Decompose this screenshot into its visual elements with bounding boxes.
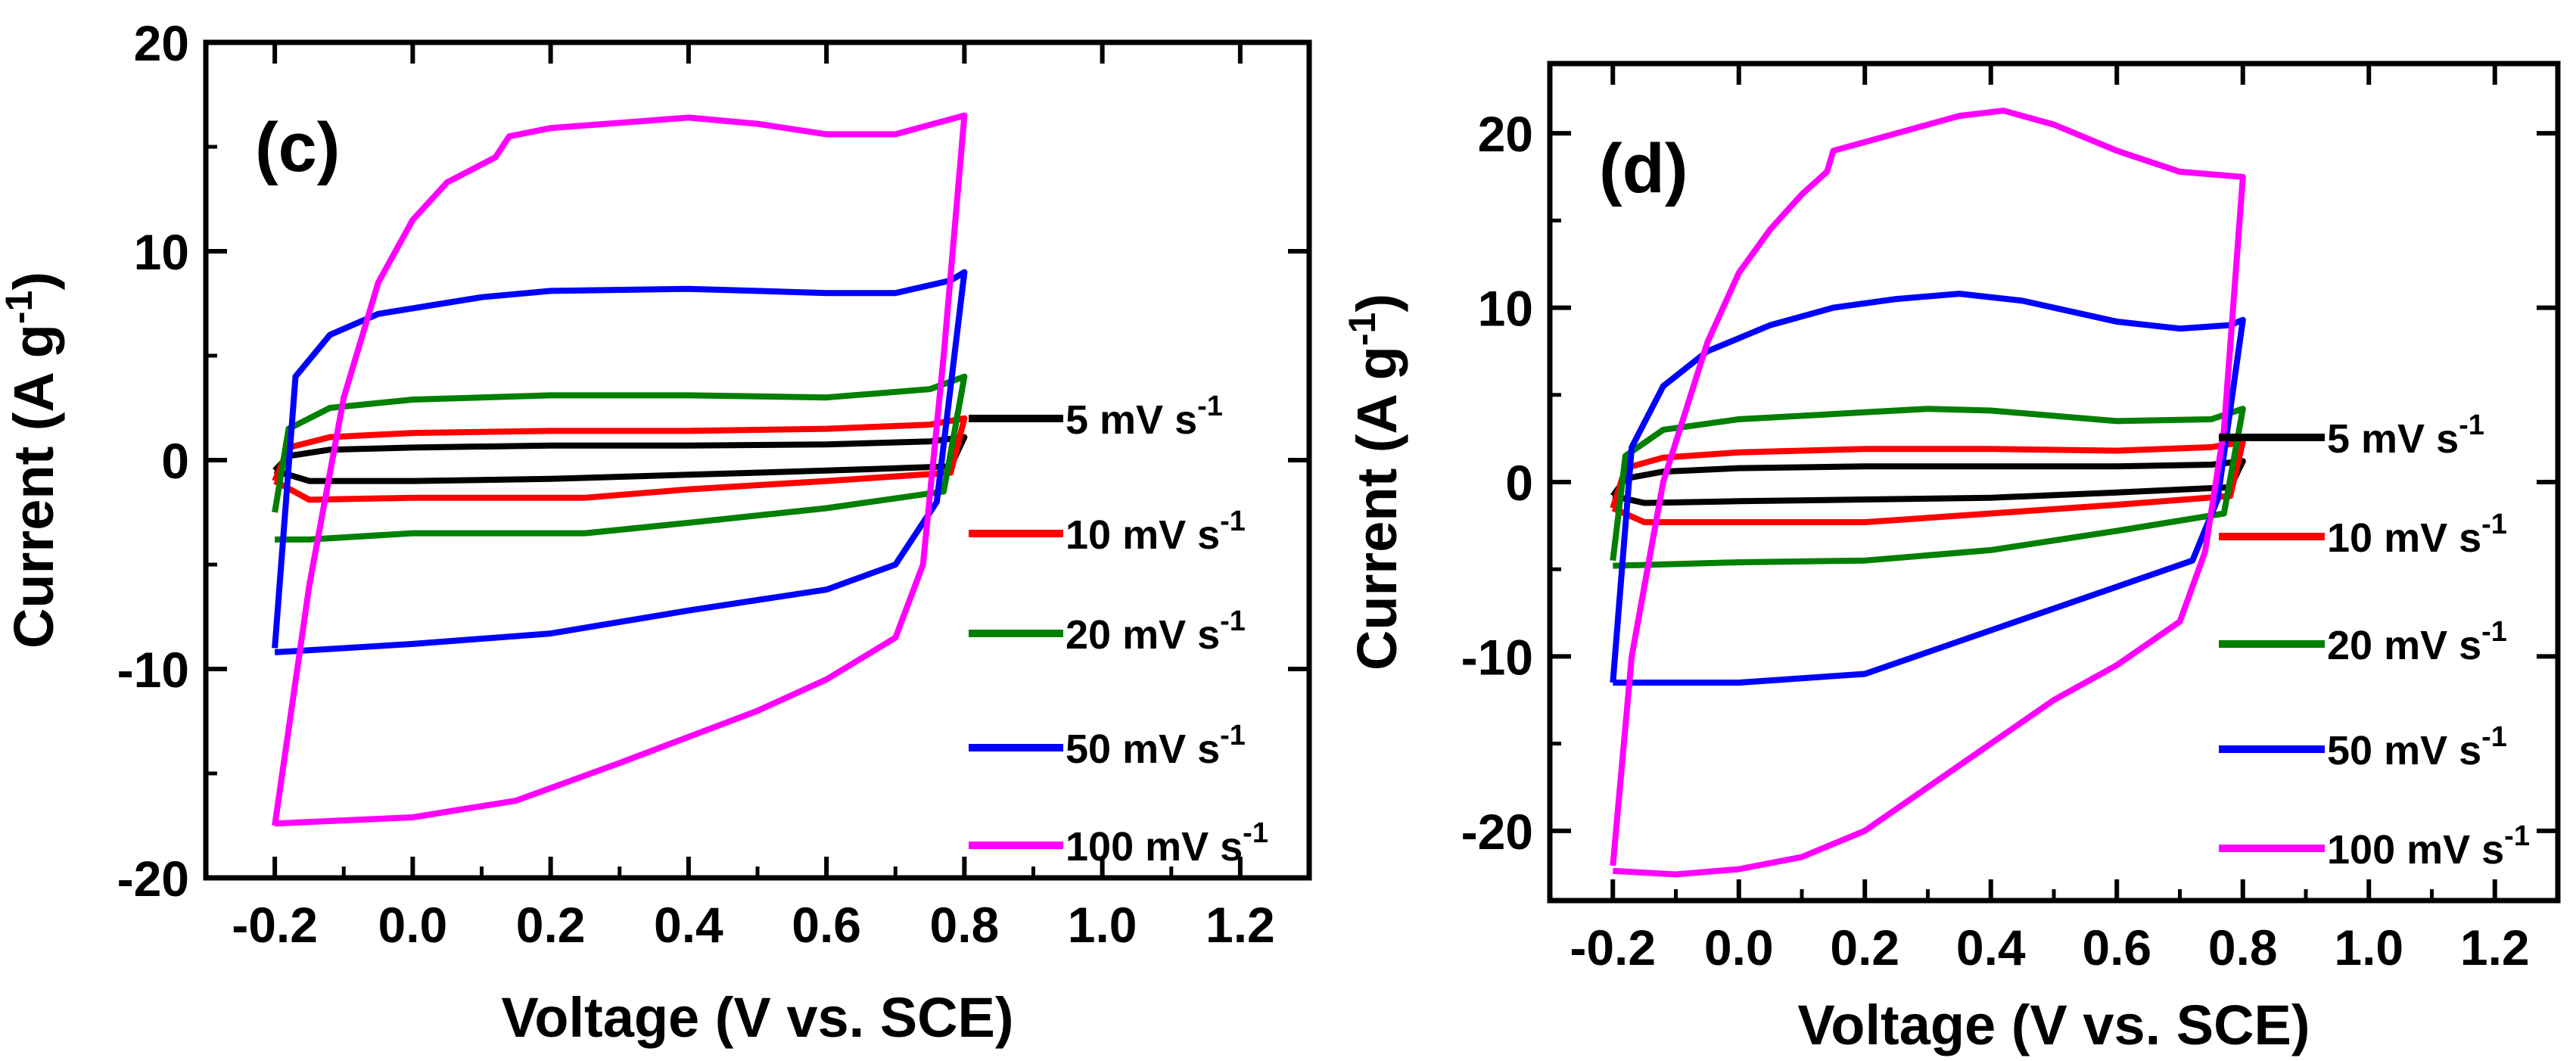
- y-tick-label: 0: [161, 433, 189, 489]
- y-tick-label: -10: [117, 642, 189, 698]
- legend-label: 100 mV s-1: [1066, 817, 1268, 870]
- x-tick-label: 0.6: [792, 897, 861, 953]
- x-tick-label: 0.4: [1956, 919, 2026, 975]
- legend-label: 50 mV s-1: [1066, 720, 1246, 772]
- series-curve-100-mv: [272, 112, 968, 827]
- legend-label: 5 mV s-1: [2327, 409, 2484, 462]
- series-curve-10-mv: [272, 415, 968, 503]
- x-tick-label: 0.2: [516, 897, 586, 953]
- y-tick-label: 10: [134, 224, 189, 280]
- y-tick-label: 20: [134, 15, 189, 71]
- x-tick-label: -0.2: [232, 897, 318, 953]
- y-tick-label: -20: [1461, 804, 1533, 860]
- legend-label: 10 mV s-1: [1066, 506, 1246, 558]
- legend-label: 100 mV s-1: [2327, 820, 2530, 873]
- x-tick-label: 0.2: [1830, 919, 1899, 975]
- y-tick-label: 0: [1505, 455, 1533, 511]
- legend-label: 5 mV s-1: [1066, 390, 1223, 443]
- x-axis-title: Voltage (V vs. SCE): [1797, 994, 2310, 1056]
- series-curve-10-mv: [1610, 439, 2246, 525]
- x-tick-label: 1.0: [1068, 897, 1137, 953]
- panel-label: (d): [1599, 130, 1688, 207]
- series-curve-100-mv: [1610, 107, 2246, 878]
- x-tick-label: 0.6: [2082, 919, 2151, 975]
- legend-label: 10 mV s-1: [2327, 509, 2507, 561]
- series-curve-50-mv: [272, 269, 968, 655]
- y-tick-label: -10: [1461, 629, 1533, 685]
- x-tick-label: 1.2: [2460, 919, 2530, 975]
- x-tick-label: -0.2: [1570, 919, 1656, 975]
- plot-frame: [1547, 61, 2561, 904]
- legend-label: 20 mV s-1: [1066, 605, 1246, 658]
- x-tick-label: 0.8: [2208, 919, 2278, 975]
- series-curve-20-mv: [1610, 406, 2246, 569]
- y-tick-label: 20: [1478, 106, 1533, 162]
- series-curve-5-mv: [272, 434, 968, 484]
- x-tick-label: 0.0: [1704, 919, 1774, 975]
- panel-d: -0.2 0.0 0.2 0.4 0.6 0.8 1.0 1.2 -20 -10 0 10 20 (d) V…: [1341, 61, 2561, 1056]
- series-curve-20-mv: [272, 373, 968, 543]
- legend-label: 50 mV s-1: [2327, 721, 2507, 773]
- y-tick-label: -20: [117, 851, 189, 907]
- series-curve-5-mv: [1610, 458, 2246, 506]
- x-tick-label: 0.0: [378, 897, 448, 953]
- y-axis-title: Current (A g-1): [0, 272, 65, 649]
- x-tick-label: 0.4: [654, 897, 723, 953]
- x-tick-label: 1.2: [1206, 897, 1275, 953]
- panel-label: (c): [255, 109, 340, 186]
- legend-label: 20 mV s-1: [2327, 616, 2507, 668]
- x-tick-label: 1.0: [2334, 919, 2403, 975]
- y-axis-title: Current (A g-1): [1341, 294, 1408, 671]
- series-curve-50-mv: [1610, 291, 2246, 686]
- panel-c: -0.2 0.0 0.2 0.4 0.6 0.8 1.0 1.2 -20 -10 0 10 20 (c) V…: [0, 15, 1312, 1049]
- x-tick-label: 0.8: [930, 897, 1000, 953]
- y-tick-label: 10: [1478, 281, 1533, 337]
- x-axis-title: Voltage (V vs. SCE): [501, 986, 1013, 1049]
